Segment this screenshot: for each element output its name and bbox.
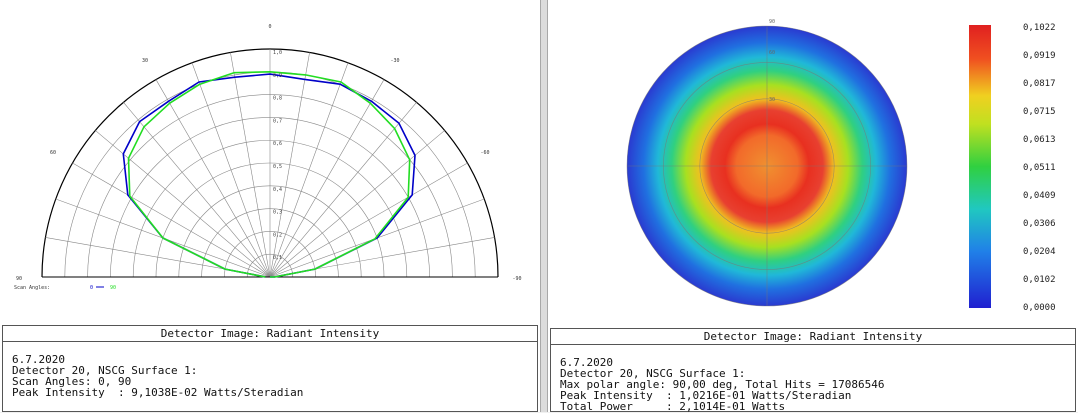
left-info-detector: Detector 20, NSCG Surface 1: bbox=[12, 364, 198, 377]
left-caption: Detector Image: Radiant Intensity bbox=[2, 325, 538, 342]
angle-label-top: 0 bbox=[268, 24, 271, 30]
polar-spoke bbox=[230, 52, 271, 278]
legend-series-90: 90 bbox=[110, 285, 116, 291]
polar-series bbox=[122, 71, 416, 278]
colorbar bbox=[969, 25, 991, 308]
polar-spoke bbox=[95, 130, 271, 278]
radial-label: 1,0 bbox=[273, 50, 282, 56]
heat-label-30: 30 bbox=[769, 97, 775, 103]
polar-spoke bbox=[269, 130, 445, 278]
right-info-detector: Detector 20, NSCG Surface 1: bbox=[560, 367, 746, 380]
polar-spoke bbox=[269, 102, 417, 278]
polar-grid bbox=[41, 48, 499, 288]
heat-label-60: 60 bbox=[769, 50, 775, 56]
series-line-0 bbox=[122, 73, 416, 278]
legend-label: Scan Angles: bbox=[14, 285, 50, 291]
angle-label-upper-left: 30 bbox=[142, 58, 148, 64]
polar-plot: 1,0 0,9 0,8 0,7 0,6 0,5 0,4 0,3 0,2 0,1 0 30 -30 60 -6… bbox=[14, 24, 522, 291]
radial-label: 0,8 bbox=[273, 96, 282, 102]
colorbar-label: 0,0204 bbox=[1023, 247, 1056, 257]
right-panel: 90 60 30 0,1022 0,0919 0,0817 0,0715 0,0613 0… bbox=[548, 0, 1078, 412]
heatmap-grid bbox=[626, 25, 908, 307]
radial-label: 0,2 bbox=[273, 232, 282, 238]
left-info-peak: Peak Intensity : 9,1038E-02 Watts/Sterad… bbox=[12, 386, 304, 399]
angle-label-right: -60 bbox=[480, 150, 489, 156]
colorbar-label: 0,0715 bbox=[1023, 107, 1056, 117]
colorbar-label: 0,0613 bbox=[1023, 135, 1056, 145]
angle-label-far-left: 90 bbox=[16, 276, 22, 282]
radial-label: 0,5 bbox=[273, 164, 282, 170]
heat-label-90: 90 bbox=[769, 19, 775, 25]
panel-splitter[interactable] bbox=[540, 0, 548, 412]
polar-spoke bbox=[269, 79, 385, 278]
right-info-peak: Peak Intensity : 1,0216E-01 Watts/Sterad… bbox=[560, 389, 852, 402]
polar-spoke bbox=[155, 79, 271, 278]
radial-label: 0,4 bbox=[273, 187, 282, 193]
colorbar-label: 0,0000 bbox=[1023, 303, 1056, 313]
colorbar-label: 0,1022 bbox=[1023, 23, 1056, 33]
colorbar-label: 0,0511 bbox=[1023, 163, 1056, 173]
left-info-date: 6.7.2020 bbox=[12, 353, 65, 366]
radial-label: 0,9 bbox=[273, 73, 282, 79]
polar-spoke bbox=[123, 102, 271, 278]
heatmap-plot: 90 60 30 0,10220,09190,08170,07150,06130… bbox=[626, 19, 1056, 313]
polar-labels: 1,0 0,9 0,8 0,7 0,6 0,5 0,4 0,3 0,2 0,1 0 30 -30 60 -6… bbox=[16, 24, 522, 282]
legend-series-0: 0 bbox=[90, 285, 93, 291]
polar-spoke bbox=[269, 162, 468, 278]
left-info-scan: Scan Angles: 0, 90 bbox=[12, 375, 132, 388]
angle-label-far-right: -90 bbox=[512, 276, 521, 282]
colorbar-label: 0,0409 bbox=[1023, 191, 1056, 201]
angle-label-left: 60 bbox=[50, 150, 56, 156]
angle-label-upper-right: -30 bbox=[390, 58, 399, 64]
left-panel: 1,0 0,9 0,8 0,7 0,6 0,5 0,4 0,3 0,2 0,1 0 30 -30 60 -6… bbox=[0, 0, 540, 412]
right-caption: Detector Image: Radiant Intensity bbox=[550, 328, 1076, 345]
polar-spoke bbox=[191, 62, 271, 278]
radial-label: 0,3 bbox=[273, 210, 282, 216]
left-info: 6.7.2020 Detector 20, NSCG Surface 1: Sc… bbox=[2, 341, 538, 412]
right-info-power: Total Power : 2,1014E-01 Watts bbox=[560, 400, 786, 413]
right-info-date: 6.7.2020 bbox=[560, 356, 613, 369]
polar-spoke bbox=[269, 62, 349, 278]
right-info: 6.7.2020 Detector 20, NSCG Surface 1: Ma… bbox=[550, 344, 1076, 412]
colorbar-label: 0,0919 bbox=[1023, 51, 1056, 61]
colorbar-label: 0,0306 bbox=[1023, 219, 1056, 229]
radial-label: 0,7 bbox=[273, 118, 282, 124]
colorbar-label: 0,0817 bbox=[1023, 79, 1056, 89]
radial-label: 0,1 bbox=[273, 255, 282, 261]
series-line-90 bbox=[127, 71, 411, 278]
polar-spoke bbox=[72, 162, 271, 278]
colorbar-labels: 0,1022 0,0919 0,0817 0,0715 0,0613 0,0511 0,04… bbox=[1023, 23, 1056, 313]
right-info-polar: Max polar angle: 90,00 deg, Total Hits =… bbox=[560, 378, 885, 391]
colorbar-label: 0,0102 bbox=[1023, 275, 1056, 285]
polar-spoke bbox=[269, 52, 310, 278]
radial-label: 0,6 bbox=[273, 141, 282, 147]
